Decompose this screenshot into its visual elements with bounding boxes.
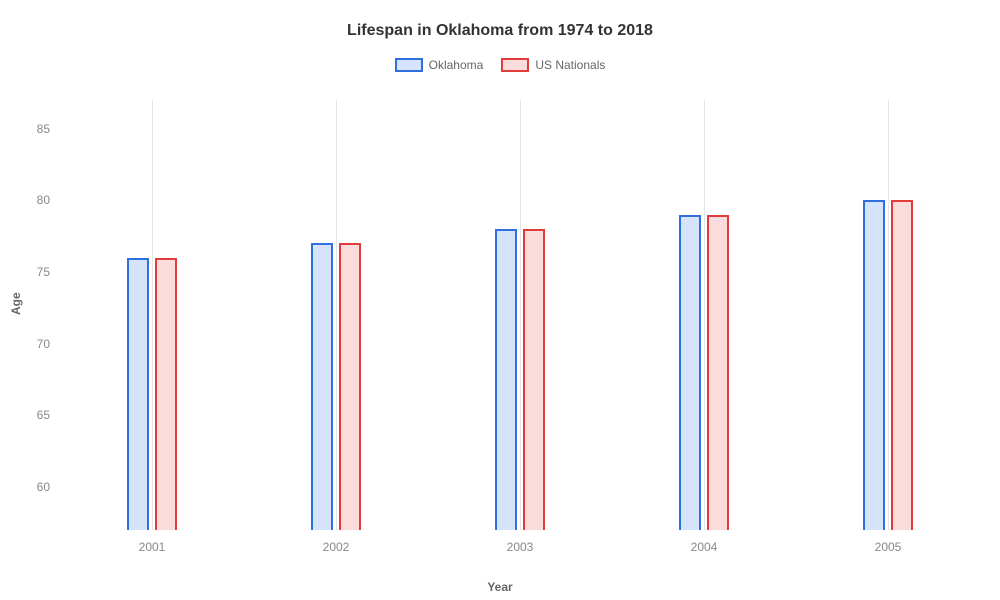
bar [707,215,729,530]
gridline-vertical [152,100,153,530]
y-tick-label: 80 [37,193,50,207]
plot-area: 20012002200320042005606570758085 [60,100,980,530]
bar [679,215,701,530]
legend-item: Oklahoma [395,58,484,72]
bar [891,200,913,530]
y-tick-label: 85 [37,122,50,136]
y-tick-label: 65 [37,408,50,422]
x-tick-label: 2001 [139,540,166,554]
bar [127,258,149,530]
gridline-vertical [336,100,337,530]
legend-label: Oklahoma [429,58,484,72]
x-tick-label: 2003 [507,540,534,554]
y-tick-label: 60 [37,480,50,494]
chart-title: Lifespan in Oklahoma from 1974 to 2018 [0,0,1000,40]
bar [339,243,361,530]
legend-swatch [501,58,529,72]
y-axis-title: Age [9,292,23,315]
y-tick-label: 75 [37,265,50,279]
bar [495,229,517,530]
gridline-vertical [888,100,889,530]
x-tick-label: 2002 [323,540,350,554]
bar [155,258,177,530]
legend-item: US Nationals [501,58,605,72]
gridline-vertical [704,100,705,530]
y-tick-label: 70 [37,337,50,351]
bar [311,243,333,530]
x-tick-label: 2004 [691,540,718,554]
legend-label: US Nationals [535,58,605,72]
legend-swatch [395,58,423,72]
legend: Oklahoma US Nationals [0,58,1000,72]
x-axis-title: Year [487,580,512,594]
bar [863,200,885,530]
x-tick-label: 2005 [875,540,902,554]
bar [523,229,545,530]
gridline-vertical [520,100,521,530]
